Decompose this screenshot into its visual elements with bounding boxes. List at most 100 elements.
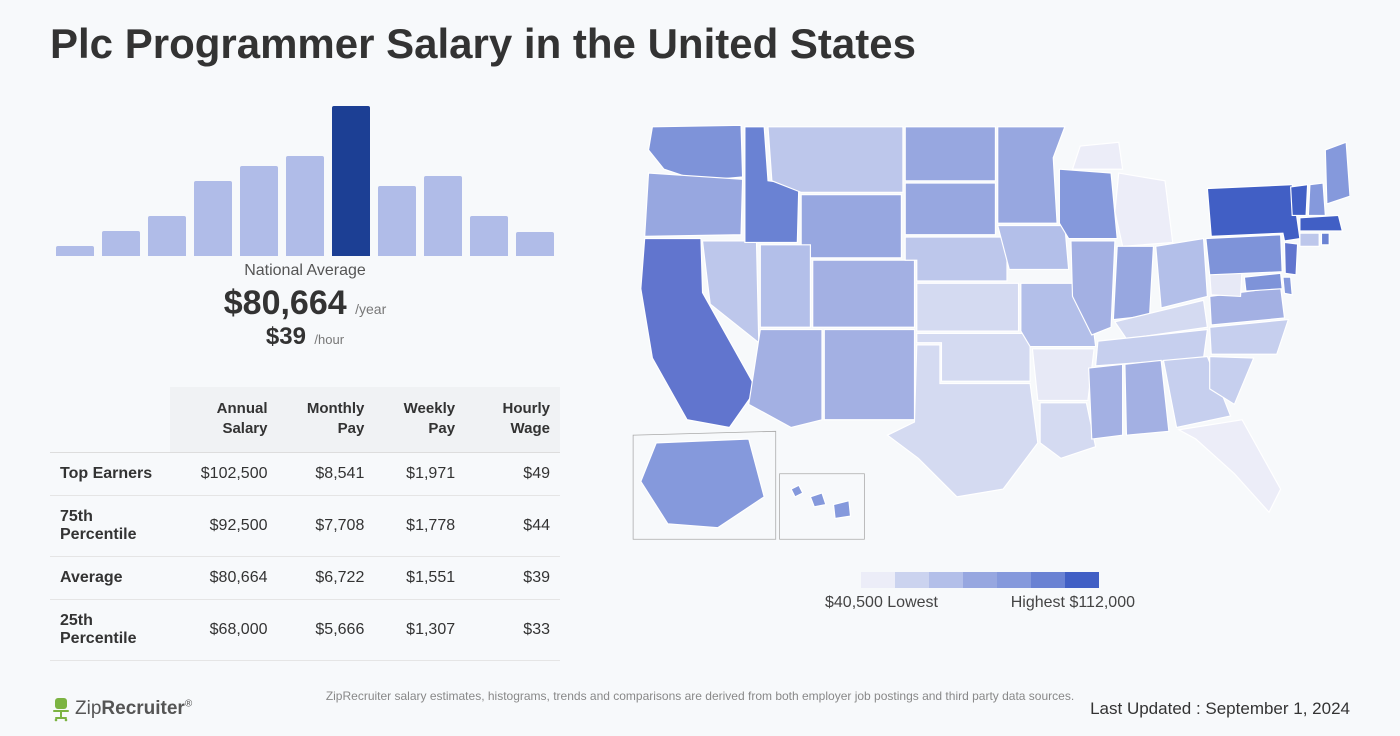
histogram-bar — [240, 166, 278, 256]
legend-swatch — [1031, 572, 1065, 588]
table-cell: $1,551 — [374, 556, 465, 599]
table-cell: $1,307 — [374, 599, 465, 660]
state-ia[interactable] — [998, 226, 1069, 270]
table-cell: 25th Percentile — [50, 599, 170, 660]
state-la[interactable] — [1040, 403, 1096, 459]
table-cell: $7,708 — [278, 495, 375, 556]
state-vt[interactable] — [1291, 185, 1308, 216]
chair-icon — [50, 696, 72, 722]
salary-histogram — [50, 96, 560, 256]
histogram-bar — [516, 232, 554, 256]
table-cell: Average — [50, 556, 170, 599]
table-cell: $1,971 — [374, 452, 465, 495]
ziprecruiter-logo: ZipRecruiter® — [50, 696, 192, 722]
state-nc[interactable] — [1210, 320, 1289, 355]
logo-text-1: Zip — [75, 698, 101, 719]
table-header: Monthly Pay — [278, 387, 375, 452]
last-updated: Last Updated : September 1, 2024 — [1090, 699, 1350, 719]
state-nm[interactable] — [824, 330, 914, 420]
state-ks[interactable] — [917, 283, 1019, 331]
state-nd[interactable] — [905, 127, 995, 181]
state-ct[interactable] — [1300, 233, 1319, 246]
state-mt[interactable] — [768, 127, 903, 193]
state-wy[interactable] — [801, 195, 901, 258]
state-md[interactable] — [1244, 273, 1282, 291]
table-cell: $8,541 — [278, 452, 375, 495]
histogram-bar — [102, 231, 140, 256]
table-cell: $92,500 — [170, 495, 278, 556]
state-co[interactable] — [813, 260, 915, 327]
state-ms[interactable] — [1089, 364, 1123, 439]
state-me[interactable] — [1325, 142, 1350, 204]
state-wi[interactable] — [1059, 169, 1117, 238]
state-ar[interactable] — [1032, 349, 1094, 401]
state-ri[interactable] — [1321, 233, 1329, 245]
state-de[interactable] — [1283, 277, 1292, 295]
state-in[interactable] — [1113, 246, 1153, 319]
logo-text-2: Recruiter — [101, 698, 184, 719]
legend-low-label: $40,500 Lowest — [825, 594, 938, 612]
table-row: Average$80,664$6,722$1,551$39 — [50, 556, 560, 599]
salary-table: Annual SalaryMonthly PayWeekly PayHourly… — [50, 387, 560, 661]
table-cell: $39 — [465, 556, 560, 599]
hourly-salary-row: $39 /hour — [50, 323, 560, 351]
table-cell: $68,000 — [170, 599, 278, 660]
state-ut[interactable] — [760, 245, 810, 327]
table-row: 25th Percentile$68,000$5,666$1,307$33 — [50, 599, 560, 660]
state-or[interactable] — [645, 173, 743, 236]
table-cell: $1,778 — [374, 495, 465, 556]
state-al[interactable] — [1125, 360, 1169, 435]
state-hi[interactable] — [791, 485, 850, 518]
legend-swatch — [895, 572, 929, 588]
yearly-salary-row: $80,664 /year — [50, 284, 560, 323]
state-oh[interactable] — [1156, 239, 1208, 308]
table-header: Annual Salary — [170, 387, 278, 452]
table-row: 75th Percentile$92,500$7,708$1,778$44 — [50, 495, 560, 556]
histogram-bar — [56, 246, 94, 256]
histogram-bar — [286, 156, 324, 256]
right-panel: $40,500 Lowest Highest $112,000 — [610, 86, 1350, 661]
legend-swatch — [1065, 572, 1099, 588]
legend-swatch — [929, 572, 963, 588]
histogram-bar — [424, 176, 462, 256]
state-wa[interactable] — [649, 125, 743, 180]
state-fl[interactable] — [1179, 420, 1281, 513]
yearly-salary-value: $80,664 — [224, 284, 347, 322]
state-ny[interactable] — [1207, 185, 1300, 241]
us-map: $40,500 Lowest Highest $112,000 — [610, 96, 1350, 612]
table-header: Weekly Pay — [374, 387, 465, 452]
table-header: Hourly Wage — [465, 387, 560, 452]
state-sd[interactable] — [905, 183, 995, 235]
legend-swatch — [861, 572, 895, 588]
state-nh[interactable] — [1308, 183, 1325, 215]
legend-high-label: Highest $112,000 — [1011, 594, 1135, 612]
state-az[interactable] — [749, 330, 822, 428]
national-average-label: National Average — [50, 262, 560, 280]
table-cell: $49 — [465, 452, 560, 495]
state-ne[interactable] — [905, 237, 1007, 281]
left-panel: National Average $80,664 /year $39 /hour… — [50, 86, 560, 661]
map-legend: $40,500 Lowest Highest $112,000 — [610, 572, 1350, 612]
inset-border — [780, 474, 865, 540]
state-ma[interactable] — [1300, 215, 1342, 230]
histogram-bar — [470, 216, 508, 256]
histogram-bar — [194, 181, 232, 256]
state-mn[interactable] — [998, 127, 1065, 223]
state-ak[interactable] — [641, 439, 764, 528]
hourly-salary-value: $39 — [266, 323, 306, 350]
table-cell: $33 — [465, 599, 560, 660]
table-cell: $5,666 — [278, 599, 375, 660]
table-cell: $44 — [465, 495, 560, 556]
table-cell: Top Earners — [50, 452, 170, 495]
histogram-bar — [332, 106, 370, 256]
state-pa[interactable] — [1206, 235, 1282, 275]
page-title: Plc Programmer Salary in the United Stat… — [50, 20, 1350, 68]
table-header — [50, 387, 170, 452]
yearly-salary-unit: /year — [355, 301, 386, 317]
hourly-salary-unit: /hour — [314, 332, 344, 347]
table-cell: $6,722 — [278, 556, 375, 599]
histogram-bar — [378, 186, 416, 256]
histogram-bar — [148, 216, 186, 256]
state-nj[interactable] — [1284, 242, 1297, 274]
table-cell: $80,664 — [170, 556, 278, 599]
